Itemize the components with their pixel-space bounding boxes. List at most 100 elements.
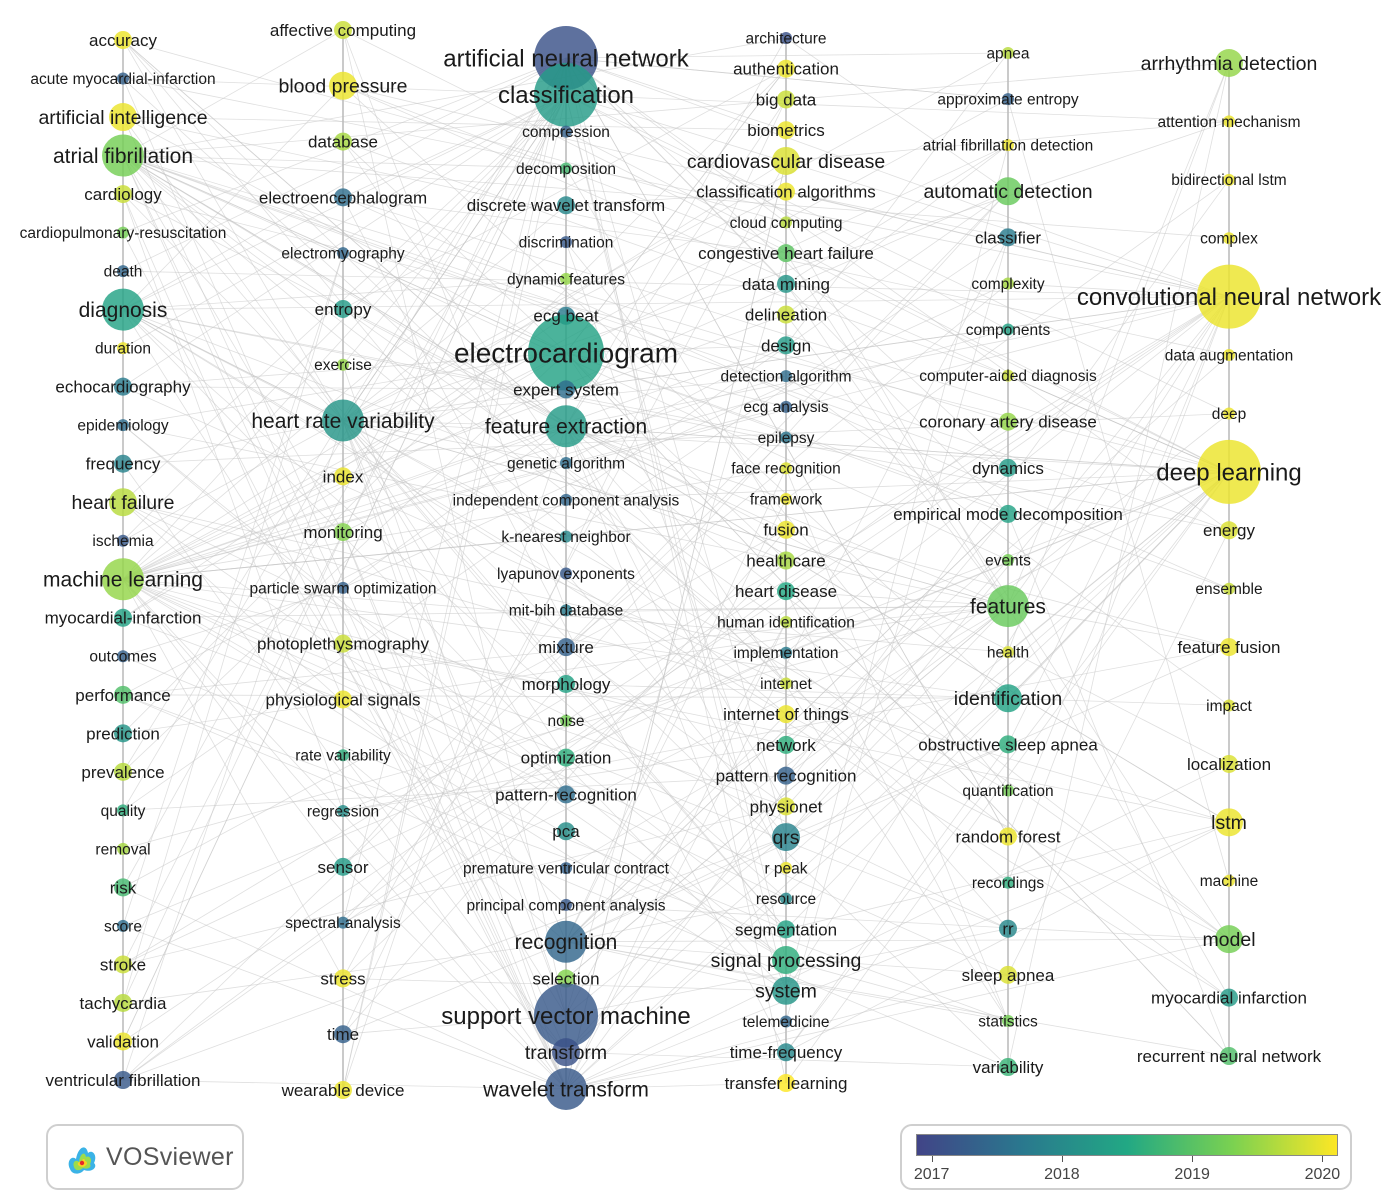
keyword-label[interactable]: network [756,736,816,755]
node-face-recognition[interactable] [780,462,792,475]
node-segmentation[interactable] [777,920,795,939]
keyword-label[interactable]: sleep apnea [962,966,1055,985]
node-transfer-learning[interactable] [777,1074,795,1092]
node-classifier[interactable] [999,228,1017,247]
node-lyapunov-exponents[interactable] [560,567,572,580]
keyword-label[interactable]: congestive heart failure [698,244,874,263]
node-prevalence[interactable] [114,762,132,781]
node-rr[interactable] [999,919,1017,938]
node-compression[interactable] [560,125,572,138]
keyword-label[interactable]: design [761,336,811,355]
node-principal-component-analysis[interactable] [560,898,572,911]
node-heart-disease[interactable] [777,582,795,601]
node-cardiopulmonary-resuscitation[interactable] [117,226,129,239]
node-deep[interactable] [1223,407,1235,420]
keyword-label[interactable]: prevalence [81,763,164,782]
keyword-label[interactable]: cardiology [84,185,162,204]
keyword-label[interactable]: architecture [746,30,827,47]
node-index[interactable] [334,467,352,486]
keyword-label[interactable]: complexity [971,276,1044,293]
keyword-label[interactable]: lyapunov exponents [497,566,635,583]
node-echocardiography[interactable] [114,377,132,396]
node-duration[interactable] [117,342,129,355]
node-healthcare[interactable] [777,551,795,570]
node-time-frequency[interactable] [777,1043,795,1062]
node-heart-failure[interactable] [109,488,137,517]
keyword-label[interactable]: signal processing [711,950,862,972]
node-score[interactable] [117,919,129,932]
node-acute-myocardial-infarction[interactable] [117,72,129,85]
node-myocardial-infarction[interactable] [1220,988,1238,1007]
node-impact[interactable] [1223,699,1235,712]
keyword-label[interactable]: frequency [86,455,161,474]
node-deep-learning[interactable] [1197,439,1261,504]
keyword-label[interactable]: support vector machine [441,1003,690,1030]
node-obstructive-sleep-apnea[interactable] [999,735,1017,754]
keyword-label[interactable]: decomposition [516,161,616,178]
keyword-label[interactable]: selection [532,969,599,988]
keyword-label[interactable]: r peak [764,860,807,877]
keyword-label[interactable]: cardiopulmonary-resuscitation [20,225,227,242]
node-epilepsy[interactable] [780,431,792,444]
node-convolutional-neural-network[interactable] [1197,264,1261,329]
node-optimization[interactable] [557,748,575,767]
node-feature-fusion[interactable] [1220,638,1238,657]
node-independent-component-analysis[interactable] [560,493,572,506]
node-mixture[interactable] [557,638,575,657]
node-arrhythmia-detection[interactable] [1215,49,1243,77]
keyword-label[interactable]: rr [1002,920,1014,939]
node-selection[interactable] [557,969,575,988]
keyword-label[interactable]: performance [75,686,170,705]
keyword-label[interactable]: complex [1200,231,1258,248]
node-energy[interactable] [1220,521,1238,540]
keyword-label[interactable]: stress [320,969,365,988]
node-attention-mechanism[interactable] [1223,115,1235,128]
keyword-label[interactable]: big data [756,90,817,109]
node-recordings[interactable] [1002,876,1014,889]
node-model[interactable] [1215,925,1243,954]
node-bidirectional-lstm[interactable] [1223,173,1235,186]
keyword-label[interactable]: telemedicine [742,1014,829,1031]
keyword-label[interactable]: wearable device [281,1081,405,1100]
node-rate-variability[interactable] [337,749,349,762]
keyword-label[interactable]: sensor [317,858,368,877]
keyword-label[interactable]: localization [1187,755,1271,774]
keyword-label[interactable]: computer-aided diagnosis [919,368,1097,385]
keyword-label[interactable]: bidirectional lstm [1171,172,1286,189]
node-coronary-artery-disease[interactable] [999,412,1017,431]
node-statistics[interactable] [1002,1014,1014,1027]
keyword-label[interactable]: variability [973,1058,1044,1077]
keyword-label[interactable]: classifier [975,228,1041,247]
keyword-label[interactable]: mit-bih database [509,603,624,620]
node-ischemia[interactable] [117,534,129,547]
keyword-label[interactable]: electrocardiogram [454,337,678,368]
keyword-label[interactable]: cloud computing [730,215,843,232]
node-myocardial-infarction[interactable] [114,608,132,627]
node-architecture[interactable] [780,32,792,44]
keyword-label[interactable]: obstructive sleep apnea [918,735,1098,754]
keyword-label[interactable]: time [327,1025,359,1044]
node-computer-aided-diagnosis[interactable] [1002,369,1014,382]
node-localization[interactable] [1220,754,1238,773]
keyword-label[interactable]: quantification [962,783,1053,800]
node-telemedicine[interactable] [780,1015,792,1028]
keyword-label[interactable]: expert system [513,380,619,399]
node-support-vector-machine[interactable] [534,983,598,1048]
node-noise[interactable] [560,714,572,727]
node-machine-learning[interactable] [102,558,144,601]
node-blood-pressure[interactable] [329,71,357,100]
keyword-label[interactable]: features [970,595,1046,618]
node-r-peak[interactable] [780,861,792,874]
keyword-label[interactable]: regression [307,803,379,820]
keyword-label[interactable]: segmentation [735,920,837,939]
node-morphology[interactable] [557,674,575,693]
keyword-label[interactable]: particle swarm optimization [250,580,437,597]
keyword-label[interactable]: random forest [956,827,1061,846]
keyword-label[interactable]: wavelet transform [482,1078,649,1101]
keyword-label[interactable]: removal [95,841,150,858]
keyword-label[interactable]: classification [498,82,634,109]
node-prediction[interactable] [114,724,132,743]
keyword-label[interactable]: physionet [750,797,823,816]
keyword-label[interactable]: delineation [745,306,827,325]
keyword-label[interactable]: coronary artery disease [919,413,1097,432]
